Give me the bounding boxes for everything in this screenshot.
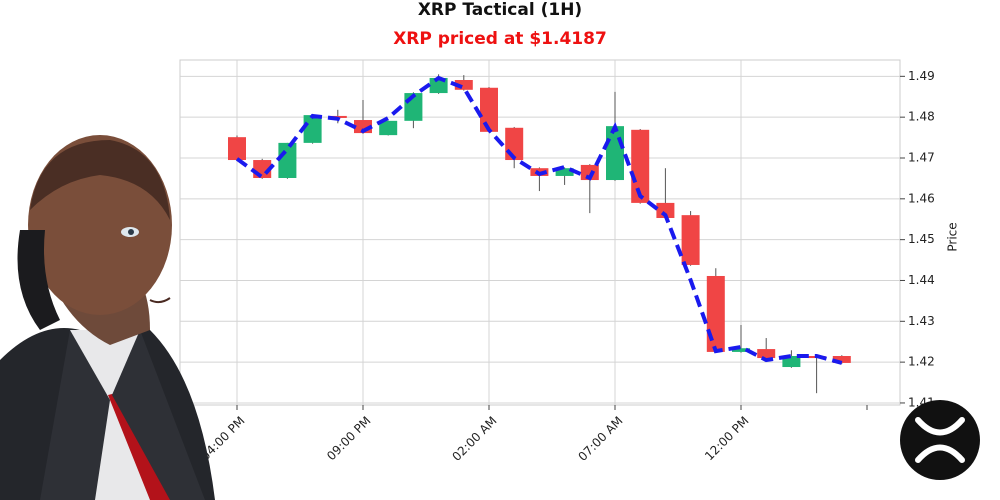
candle-body — [706, 275, 725, 352]
candle-body — [782, 356, 801, 368]
plot-area: 1.411.421.431.441.451.461.471.481.4904:0… — [179, 59, 935, 464]
y-tick-label: 1.43 — [908, 314, 935, 328]
xrp-logo — [900, 400, 980, 480]
y-axis-label: Price — [946, 222, 960, 251]
x-tick-label: 09:00 PM — [324, 414, 373, 463]
candle-body — [379, 120, 398, 136]
y-tick-label: 1.46 — [908, 191, 935, 205]
x-tick-label: 07:00 AM — [575, 414, 625, 464]
candle-body — [454, 80, 473, 90]
y-tick-label: 1.42 — [908, 355, 935, 369]
x-tick-label: 12:00 PM — [702, 414, 751, 463]
candle-body — [580, 164, 599, 181]
x-tick-label: 02:00 AM — [449, 414, 499, 464]
y-tick-label: 1.44 — [908, 273, 935, 287]
candle-body — [480, 87, 498, 132]
candle-body — [278, 142, 297, 178]
y-tick-label: 1.47 — [908, 150, 935, 164]
chart-subtitle: XRP priced at $1.4187 — [393, 29, 607, 49]
candle-body — [832, 356, 851, 363]
candle-body — [228, 137, 246, 161]
y-tick-label: 1.45 — [908, 232, 935, 246]
candle-body — [303, 115, 322, 143]
candle-body — [631, 129, 650, 203]
person-illustration — [0, 135, 215, 500]
y-tick-label: 1.49 — [908, 69, 935, 83]
plot-frame — [179, 59, 901, 406]
candle-body — [681, 215, 700, 265]
candle-body — [555, 168, 574, 176]
chart-title: XRP Tactical (1H) — [418, 0, 582, 20]
candle-body — [606, 126, 624, 181]
candle-body — [757, 349, 776, 359]
y-tick-label: 1.48 — [908, 110, 935, 124]
candle-body — [732, 348, 750, 352]
candle-body — [656, 202, 675, 219]
moving-average-line — [235, 75, 843, 365]
